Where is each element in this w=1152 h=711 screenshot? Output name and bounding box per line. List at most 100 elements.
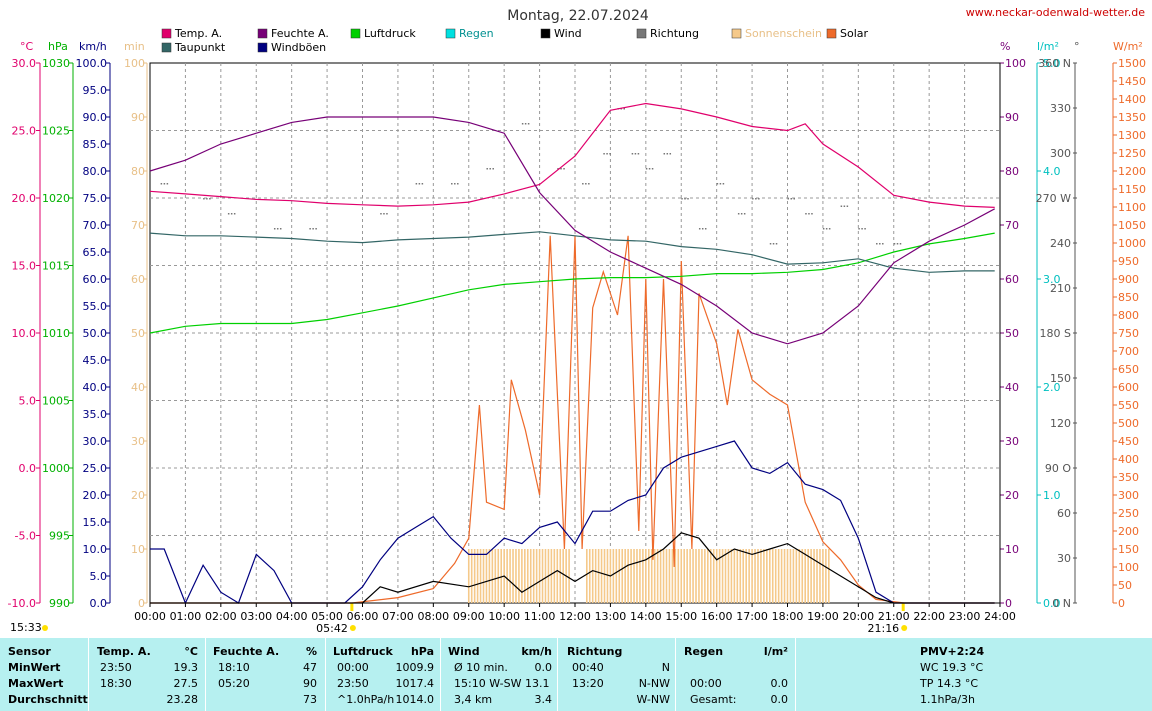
- dir-tick: 360 N: [1038, 57, 1071, 70]
- direction-point: [227, 213, 230, 215]
- solar-tick: 800: [1118, 309, 1139, 322]
- kmh-tick: 30.0: [83, 435, 108, 448]
- legend-label-sonnenschein: Sonnenschein: [745, 27, 822, 40]
- grid: 00:00 01:00 02:00 03:00 04:00 05:00 06:00 07:00…: [10, 62, 1016, 635]
- direction-point: [486, 168, 488, 170]
- time-tick: 00:00: [134, 610, 166, 623]
- direction-point: [631, 153, 634, 155]
- solar-tick: 1300: [1118, 129, 1146, 142]
- stats-separator: [675, 638, 676, 711]
- stats-dir-time: 00:40: [572, 661, 604, 674]
- legend-label-richtung: Richtung: [650, 27, 699, 40]
- solar-tick: 1250: [1118, 147, 1146, 160]
- kmh-tick: 45.0: [83, 354, 108, 367]
- chart-title: Montag, 22.07.2024: [507, 8, 649, 24]
- temp-tick: -5.0: [15, 530, 36, 543]
- solar-tick: 100: [1118, 561, 1139, 574]
- time-tick: 03:00: [240, 610, 272, 623]
- min-tick: 90: [131, 111, 145, 124]
- direction-point: [273, 228, 276, 230]
- stats-header: Luftdruck: [333, 645, 393, 658]
- time-tick: 11:00: [524, 610, 556, 623]
- direction-point: [876, 243, 878, 245]
- direction-point: [775, 243, 778, 245]
- hpa-tick: 1025: [42, 125, 70, 138]
- direction-point: [772, 243, 775, 245]
- stats-row-label: Durchschnitt: [8, 693, 88, 706]
- stats-temp-time: 23:50: [100, 661, 132, 674]
- direction-point: [843, 205, 846, 207]
- time-tick: 18:00: [772, 610, 804, 623]
- direction-point: [206, 198, 208, 200]
- min-tick: 10: [131, 543, 145, 556]
- direction-point: [489, 168, 491, 170]
- kmh-tick: 40.0: [83, 381, 108, 394]
- direction-point: [858, 228, 860, 230]
- legend-label-solar: Solar: [840, 27, 869, 40]
- direction-point: [752, 198, 754, 200]
- chart-background: [0, 0, 1152, 638]
- legend-swatch-temp: [161, 28, 172, 39]
- axis-unit-solar: W/m²: [1113, 40, 1143, 53]
- pct-tick: 70: [1005, 219, 1019, 232]
- dir-tick: 210: [1050, 282, 1071, 295]
- time-tick: 13:00: [595, 610, 627, 623]
- website-link[interactable]: www.neckar-odenwald-wetter.de: [966, 6, 1146, 19]
- temp-tick: 10.0: [12, 327, 37, 340]
- min-tick: 50: [131, 327, 145, 340]
- kmh-tick: 5.0: [90, 570, 108, 583]
- direction-point: [737, 213, 740, 215]
- stats-press-time: 23:50: [337, 677, 369, 690]
- direction-point: [651, 168, 654, 170]
- legend-swatch-richtung: [636, 28, 647, 39]
- kmh-tick: 60.0: [83, 273, 108, 286]
- pct-tick: 80: [1005, 165, 1019, 178]
- direction-point: [805, 213, 807, 215]
- rain-tick: 2.0: [1043, 381, 1061, 394]
- direction-point: [309, 228, 311, 230]
- time-tick: 19:00: [807, 610, 839, 623]
- stats-press-time: ^1.0hPa/h: [337, 693, 395, 706]
- direction-point: [383, 213, 385, 215]
- solar-tick: 900: [1118, 273, 1139, 286]
- time-tick: 12:00: [559, 610, 591, 623]
- direction-point: [421, 183, 424, 185]
- dir-tick: 300: [1050, 147, 1071, 160]
- direction-point: [386, 213, 388, 215]
- direction-point: [811, 213, 813, 215]
- legend-label-regen: Regen: [459, 27, 494, 40]
- direction-point: [492, 168, 494, 170]
- series-line-feuchte-a-: [149, 116, 995, 345]
- direction-point: [758, 198, 760, 200]
- pct-tick: 20: [1005, 489, 1019, 502]
- solar-tick: 1450: [1118, 75, 1146, 88]
- temp-tick: 5.0: [19, 395, 37, 408]
- dir-tick: 150: [1050, 372, 1071, 385]
- legend-label-windboeen: Windböen: [271, 41, 326, 54]
- direction-point: [527, 123, 530, 125]
- stats-wind-label: 3,4 km: [454, 693, 493, 706]
- direction-point: [415, 183, 418, 185]
- dir-tick: 0 N: [1052, 597, 1071, 610]
- direction-point: [279, 228, 282, 230]
- min-tick: 60: [131, 273, 145, 286]
- solar-tick: 550: [1118, 399, 1139, 412]
- series-line-wind: [150, 532, 995, 604]
- kmh-tick: 15.0: [83, 516, 108, 529]
- stats-wind-label: Ø 10 min.: [454, 661, 508, 674]
- direction-point: [645, 168, 648, 170]
- legend-label-luftdruck: Luftdruck: [364, 27, 416, 40]
- stats-rain-time: 00:00: [690, 677, 722, 690]
- min-tick: 100: [124, 57, 145, 70]
- pct-tick: 90: [1005, 111, 1019, 124]
- time-tick: 02:00: [205, 610, 237, 623]
- axis-unit-kmh: km/h: [79, 40, 107, 53]
- stats-dir-time: 13:20: [572, 677, 604, 690]
- solar-tick: 1200: [1118, 165, 1146, 178]
- time-tick: 20:00: [842, 610, 874, 623]
- direction-point: [879, 243, 881, 245]
- time-tick: 01:00: [170, 610, 202, 623]
- solar-tick: 650: [1118, 363, 1139, 376]
- stats-header: Richtung: [567, 645, 623, 658]
- temp-tick: 25.0: [12, 125, 37, 138]
